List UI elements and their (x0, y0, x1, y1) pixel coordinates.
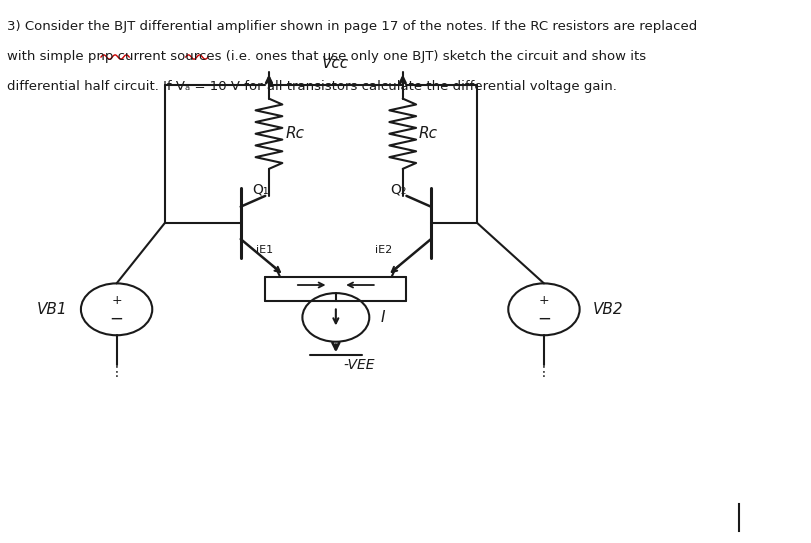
Text: -VEE: -VEE (343, 358, 375, 372)
Text: VB1: VB1 (36, 302, 67, 317)
Text: 3) Consider the BJT differential amplifier shown in page 17 of the notes. If the: 3) Consider the BJT differential amplifi… (7, 20, 697, 33)
Text: −: − (536, 310, 550, 327)
Text: ⋮: ⋮ (109, 365, 123, 379)
Text: ⋮: ⋮ (536, 365, 550, 379)
Text: with simple pnp current sources (i.e. ones that use only one BJT) sketch the cir: with simple pnp current sources (i.e. on… (7, 50, 646, 63)
Text: Vcc: Vcc (322, 55, 349, 71)
Text: Q₁: Q₁ (251, 182, 268, 196)
Text: I: I (380, 310, 384, 325)
Text: iE1: iE1 (255, 244, 272, 255)
Text: Rc: Rc (418, 126, 438, 141)
Text: Q₂: Q₂ (389, 182, 406, 196)
Text: −: − (109, 310, 123, 327)
Text: differential half circuit. If Vₐ = 10 V for all transistors calculate the differ: differential half circuit. If Vₐ = 10 V … (7, 80, 616, 93)
Text: +: + (538, 294, 548, 307)
Text: VB2: VB2 (592, 302, 623, 317)
Text: +: + (111, 294, 122, 307)
Text: Rc: Rc (285, 126, 304, 141)
Text: iE2: iE2 (375, 244, 392, 255)
